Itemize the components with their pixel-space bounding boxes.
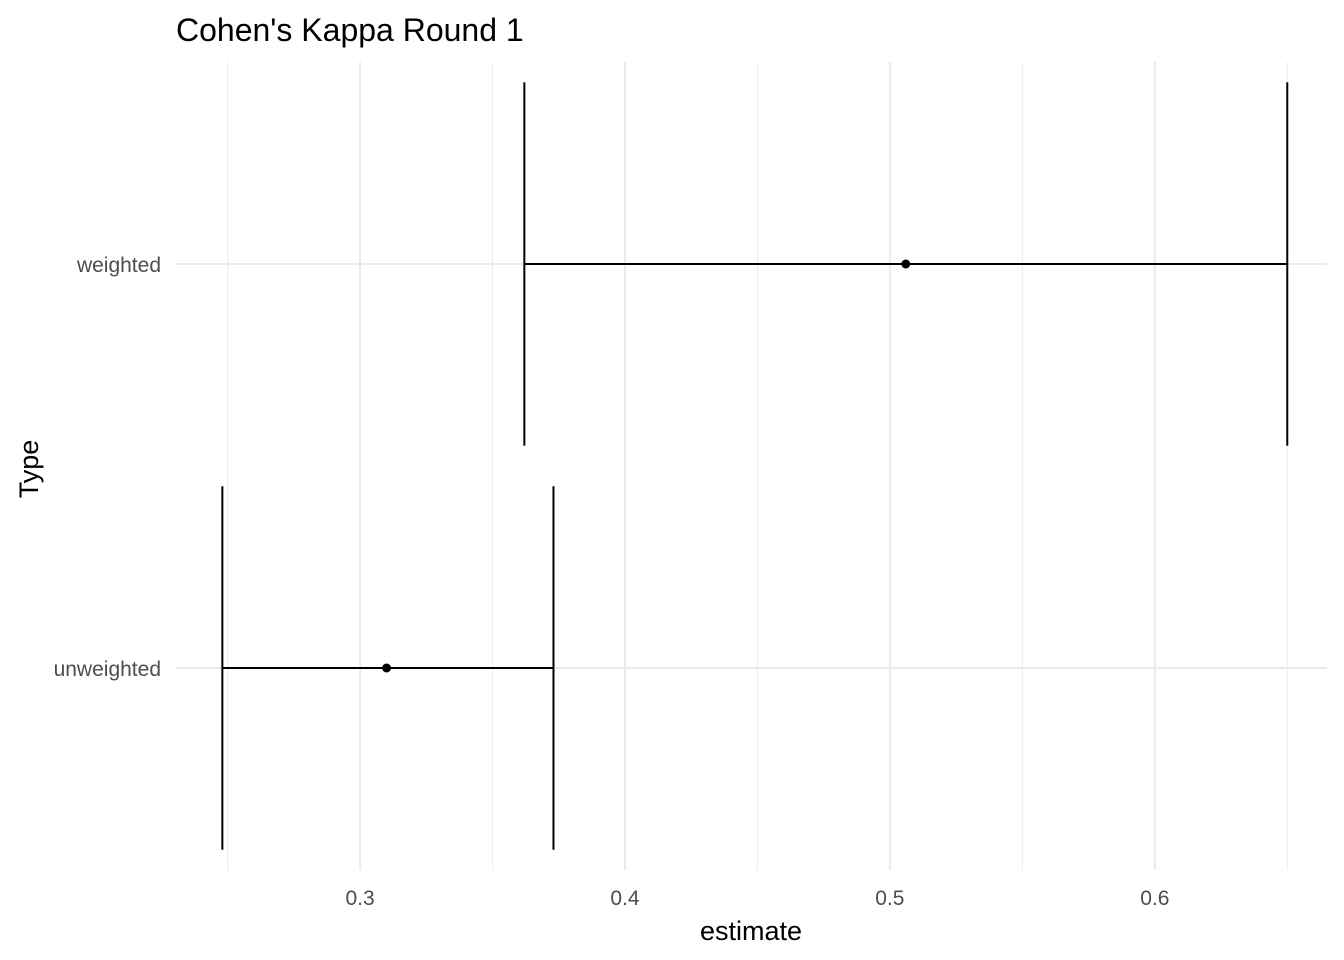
y-axis-title: Type — [14, 440, 44, 499]
tick-labels: 0.3 0.4 0.5 0.6 unweighted weighted — [54, 254, 1170, 910]
x-tick-label: 0.4 — [610, 887, 640, 910]
grid — [176, 62, 1327, 870]
x-tick-label: 0.6 — [1140, 887, 1169, 910]
chart-title: Cohen's Kappa Round 1 — [176, 12, 524, 48]
y-tick-label: weighted — [76, 254, 161, 277]
estimate-point — [382, 663, 392, 673]
estimate-point — [901, 259, 911, 269]
x-axis-title: estimate — [700, 916, 802, 946]
y-tick-label: unweighted — [54, 658, 161, 681]
x-tick-label: 0.5 — [875, 887, 904, 910]
x-tick-label: 0.3 — [346, 887, 375, 910]
errorbar-series — [221, 82, 1289, 850]
